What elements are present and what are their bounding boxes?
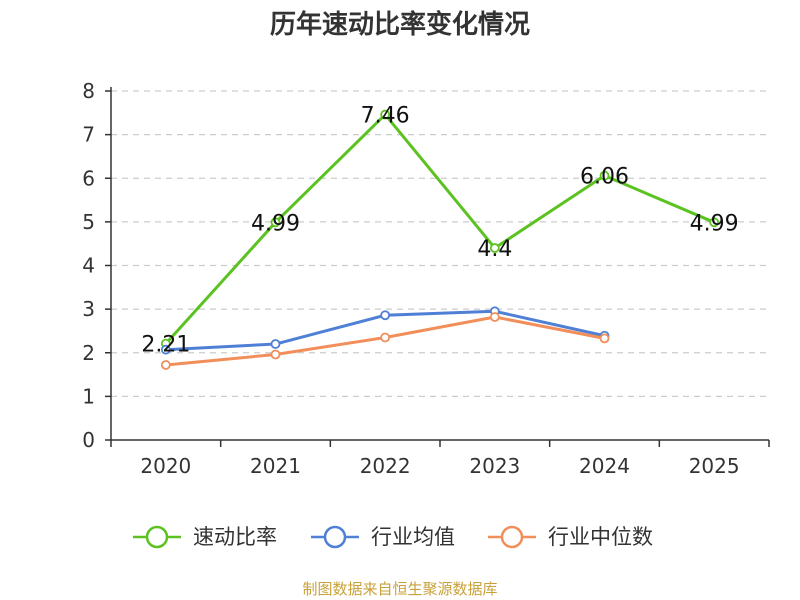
y-tick-label: 2 [82, 341, 95, 365]
y-tick-label: 1 [82, 384, 95, 408]
x-tick-label: 2023 [469, 454, 520, 478]
axes: 0 1 2 3 4 5 6 7 8 2020 2021 2022 2023 2024 2025 [82, 79, 770, 478]
data-point[interactable] [489, 243, 500, 253]
data-label: 2.21 [141, 333, 190, 358]
legend-marker-industry-mean [323, 525, 347, 549]
data-point[interactable] [270, 339, 281, 349]
y-tick-label: 3 [82, 297, 95, 321]
legend[interactable]: 速动比率 行业均值 行业中位数 [133, 525, 653, 549]
legend-item-industry-mean[interactable]: 行业均值 [311, 525, 455, 549]
data-point[interactable] [380, 332, 391, 343]
legend-item-industry-median[interactable]: 行业中位数 [488, 525, 653, 549]
data-label: 4.99 [690, 211, 739, 236]
source-note: 制图数据来自恒生聚源数据库 [302, 580, 497, 598]
chart-title: 历年速动比率变化情况 [270, 9, 530, 40]
y-tick-label: 0 [82, 428, 95, 452]
x-tick-label: 2025 [689, 454, 740, 478]
legend-label-industry-mean: 行业均值 [371, 525, 455, 549]
data-labels: 2.21 4.99 7.46 4.4 6.06 4.99 [141, 104, 738, 358]
series-line-0 [164, 113, 715, 345]
legend-label-quick-ratio: 速动比率 [193, 525, 277, 549]
legend-marker-industry-median [500, 525, 524, 549]
series-layer [160, 109, 720, 370]
data-point[interactable] [599, 333, 610, 344]
grid [111, 90, 769, 397]
y-tick-label: 4 [82, 254, 95, 278]
data-point[interactable] [380, 310, 391, 321]
x-tick-label: 2021 [250, 454, 301, 478]
data-label: 4.4 [477, 237, 512, 262]
data-label: 4.99 [251, 211, 300, 236]
y-tick-label: 7 [82, 123, 95, 147]
data-label: 6.06 [580, 165, 629, 190]
data-point[interactable] [160, 360, 171, 370]
data-label: 7.46 [361, 104, 410, 129]
data-point[interactable] [489, 312, 500, 322]
data-point[interactable] [160, 344, 171, 355]
legend-marker-quick-ratio [145, 525, 169, 549]
y-tick-label: 8 [82, 79, 95, 103]
data-point[interactable] [270, 349, 281, 360]
x-tick-label: 2020 [140, 454, 191, 478]
x-tick-label: 2024 [579, 454, 630, 478]
data-point[interactable] [380, 109, 391, 120]
data-point[interactable] [270, 217, 281, 228]
y-tick-label: 5 [82, 210, 95, 234]
data-point[interactable] [599, 170, 610, 181]
legend-label-industry-median: 行业中位数 [548, 525, 653, 549]
data-point[interactable] [709, 217, 720, 228]
x-tick-label: 2022 [360, 454, 411, 478]
legend-item-quick-ratio[interactable]: 速动比率 [133, 525, 277, 549]
y-tick-label: 6 [82, 166, 95, 190]
